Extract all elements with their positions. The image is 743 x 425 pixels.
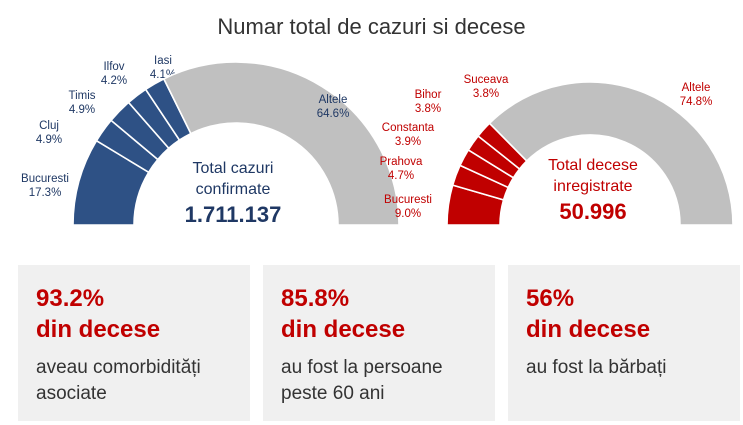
stat-subtitle: din decese xyxy=(36,316,161,343)
deaths-center-label: Total decese inregistrate 50.996 xyxy=(508,155,678,225)
stat-percentage: 56% xyxy=(526,285,575,312)
cases-center-label: Total cazuri confirmate 1.711.137 xyxy=(148,158,318,228)
cases-slice-label-cluj: Cluj 4.9% xyxy=(36,120,62,146)
stat-percentage: 85.8% xyxy=(281,285,350,312)
cases-slice-label-altele: Altele 64.6% xyxy=(317,94,350,120)
stat-description: au fost la bărbați xyxy=(526,357,667,378)
stat-card-gender: 56% din decese au fost la bărbați xyxy=(508,265,740,421)
stat-subtitle: din decese xyxy=(526,316,651,343)
deaths-slice-label-suceava: Suceava 3.8% xyxy=(464,74,509,100)
cases-slice-altele xyxy=(162,61,400,226)
deaths-center-line-2: inregistrate xyxy=(553,178,633,195)
stat-description: au fost la persoane peste 60 ani xyxy=(281,357,443,404)
deaths-slice-label-constanta: Constanta 3.9% xyxy=(382,122,435,148)
stat-subtitle: din decese xyxy=(281,316,406,343)
page-title: Numar total de cazuri si decese xyxy=(217,14,526,39)
deaths-slice-label-altele: Altele 74.8% xyxy=(680,82,713,108)
cases-slice-label-ilfov: Ilfov 4.2% xyxy=(101,61,127,87)
deaths-total-value: 50.996 xyxy=(559,199,627,224)
stat-description: aveau comorbidități asociate xyxy=(36,357,201,404)
deaths-slice-label-prahova: Prahova 4.7% xyxy=(380,156,423,182)
deaths-center-line-1: Total decese xyxy=(548,157,638,174)
cases-total-value: 1.711.137 xyxy=(184,202,282,227)
stat-card-age: 85.8% din decese au fost la persoane pes… xyxy=(263,265,495,421)
cases-slice-label-timis: Timis 4.9% xyxy=(68,90,95,116)
stat-card-comorbidities: 93.2% din decese aveau comorbidități aso… xyxy=(18,265,250,421)
deaths-slice-label-bihor: Bihor 3.8% xyxy=(415,89,442,115)
stat-percentage: 93.2% xyxy=(36,285,105,312)
deaths-slice-label-bucuresti: Bucuresti 9.0% xyxy=(384,194,432,220)
cases-center-line-2: confirmate xyxy=(195,181,271,198)
deaths-slice-altele xyxy=(488,81,734,226)
cases-slice-label-bucuresti: Bucuresti 17.3% xyxy=(21,173,69,199)
cases-center-line-1: Total cazuri xyxy=(192,160,274,177)
